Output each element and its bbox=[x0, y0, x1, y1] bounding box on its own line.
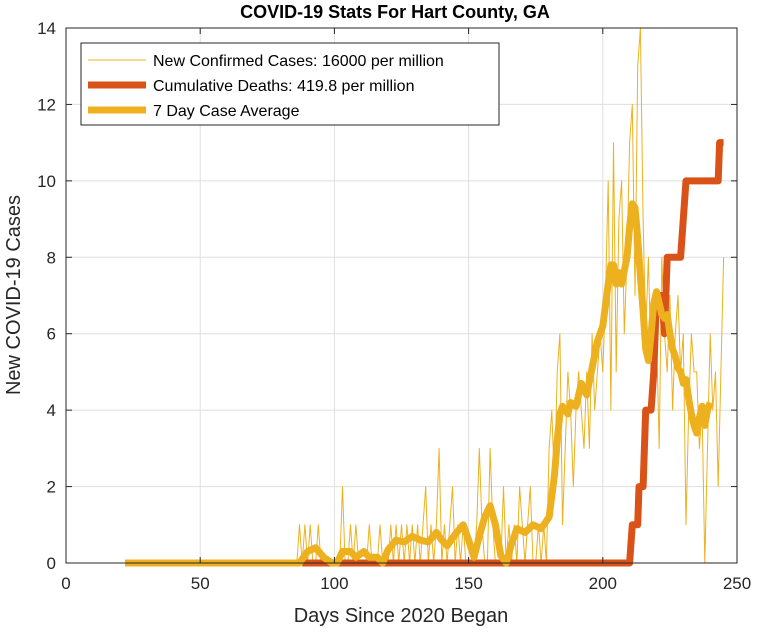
series-line-2 bbox=[125, 200, 714, 567]
y-tick-label: 0 bbox=[47, 554, 56, 573]
x-tick-label: 0 bbox=[61, 574, 70, 593]
x-tick-label: 50 bbox=[191, 574, 210, 593]
y-tick-label: 2 bbox=[47, 478, 56, 497]
y-tick-label: 14 bbox=[37, 19, 56, 38]
y-tick-label: 12 bbox=[37, 95, 56, 114]
legend-label-2: 7 Day Case Average bbox=[153, 103, 300, 120]
y-tick-label: 6 bbox=[47, 325, 56, 344]
chart-title: COVID-19 Stats For Hart County, GA bbox=[240, 2, 550, 22]
tick-labels: 0 50 100 150 200 250 0 2 4 6 8 10 12 14 bbox=[37, 19, 751, 593]
x-tick-label: 250 bbox=[723, 574, 751, 593]
y-tick-label: 8 bbox=[47, 248, 56, 267]
legend: New Confirmed Cases: 16000 per million Cu… bbox=[80, 42, 500, 126]
plot-axes bbox=[65, 27, 738, 564]
legend-label-0: New Confirmed Cases: 16000 per million bbox=[153, 53, 444, 70]
y-tick-label: 4 bbox=[47, 401, 56, 420]
y-axis-label: New COVID-19 Cases bbox=[3, 195, 25, 395]
axes-box bbox=[65, 27, 738, 564]
legend-label-1: Cumulative Deaths: 419.8 per million bbox=[153, 78, 414, 95]
y-tick-label: 10 bbox=[37, 172, 56, 191]
x-tick-label: 150 bbox=[454, 574, 482, 593]
legend-box bbox=[80, 42, 500, 126]
x-tick-label: 200 bbox=[589, 574, 617, 593]
x-tick-label: 100 bbox=[320, 574, 348, 593]
x-axis-label: Days Since 2020 Began bbox=[294, 605, 509, 627]
